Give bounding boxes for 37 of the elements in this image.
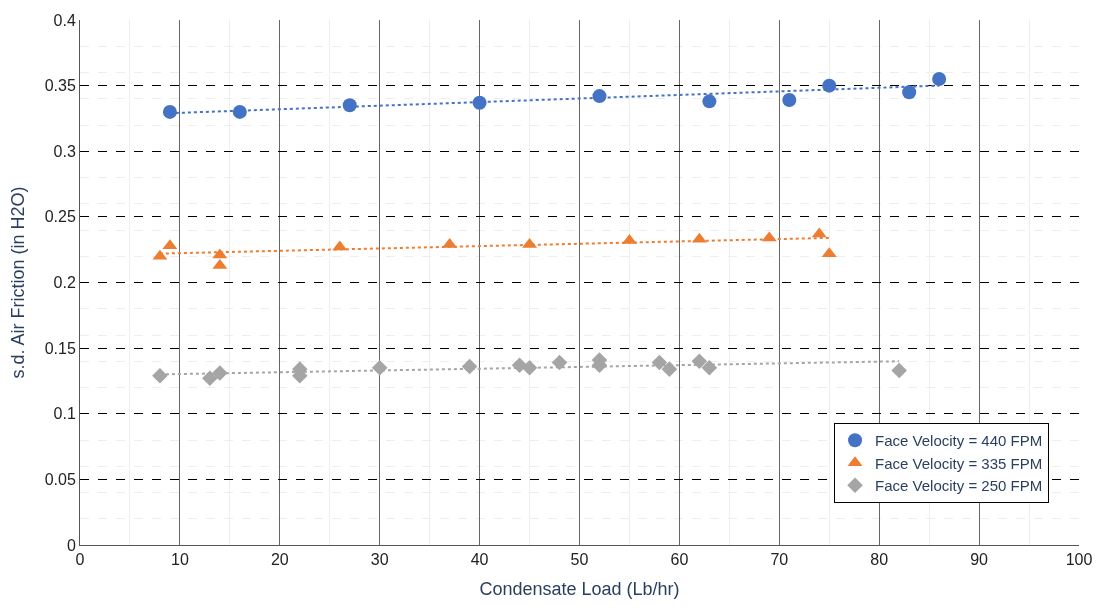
- x-tick-label: 40: [470, 551, 489, 569]
- legend-label: Face Velocity = 250 FPM: [875, 477, 1043, 495]
- x-tick-label: 100: [1065, 551, 1093, 569]
- y-tick-label: 0.15: [44, 339, 76, 357]
- y-tick-label: 0: [66, 536, 76, 554]
- point: [661, 361, 678, 377]
- point: [202, 370, 218, 387]
- point: [782, 93, 797, 108]
- y-tick-label: 0.4: [53, 11, 76, 29]
- point: [232, 104, 247, 119]
- point: [592, 89, 607, 104]
- y-tick-label: 0.2: [53, 274, 76, 292]
- x-tick-label: 20: [270, 551, 289, 569]
- x-tick-label: 80: [870, 551, 889, 569]
- x-tick-label: 10: [171, 551, 189, 569]
- y-tick-label: 0.05: [44, 470, 76, 488]
- x-tick-label: 70: [770, 551, 789, 569]
- point: [891, 362, 907, 379]
- point: [691, 353, 708, 370]
- x-tick-label: 60: [670, 551, 689, 569]
- x-tick-label: 90: [970, 551, 989, 569]
- y-tick-label: 0.1: [53, 405, 76, 423]
- point: [932, 72, 947, 87]
- legend-label: Face Velocity = 335 FPM: [875, 454, 1043, 472]
- point: [521, 360, 538, 376]
- x-tick-label: 50: [570, 551, 589, 569]
- y-tick-label: 0.3: [53, 142, 76, 160]
- point: [902, 85, 917, 100]
- y-tick-label: 0.35: [44, 77, 76, 95]
- x-axis-title: Condensate Load (Lb/hr): [479, 579, 680, 600]
- point: [702, 94, 717, 109]
- legend-label: Face Velocity = 440 FPM: [875, 432, 1043, 450]
- point: [162, 104, 177, 119]
- y-tick-label: 0.25: [44, 208, 76, 226]
- x-tick-label: 30: [370, 551, 389, 569]
- y-axis-title: s.d. Air Friction (in H2O): [7, 186, 28, 379]
- point: [152, 367, 168, 384]
